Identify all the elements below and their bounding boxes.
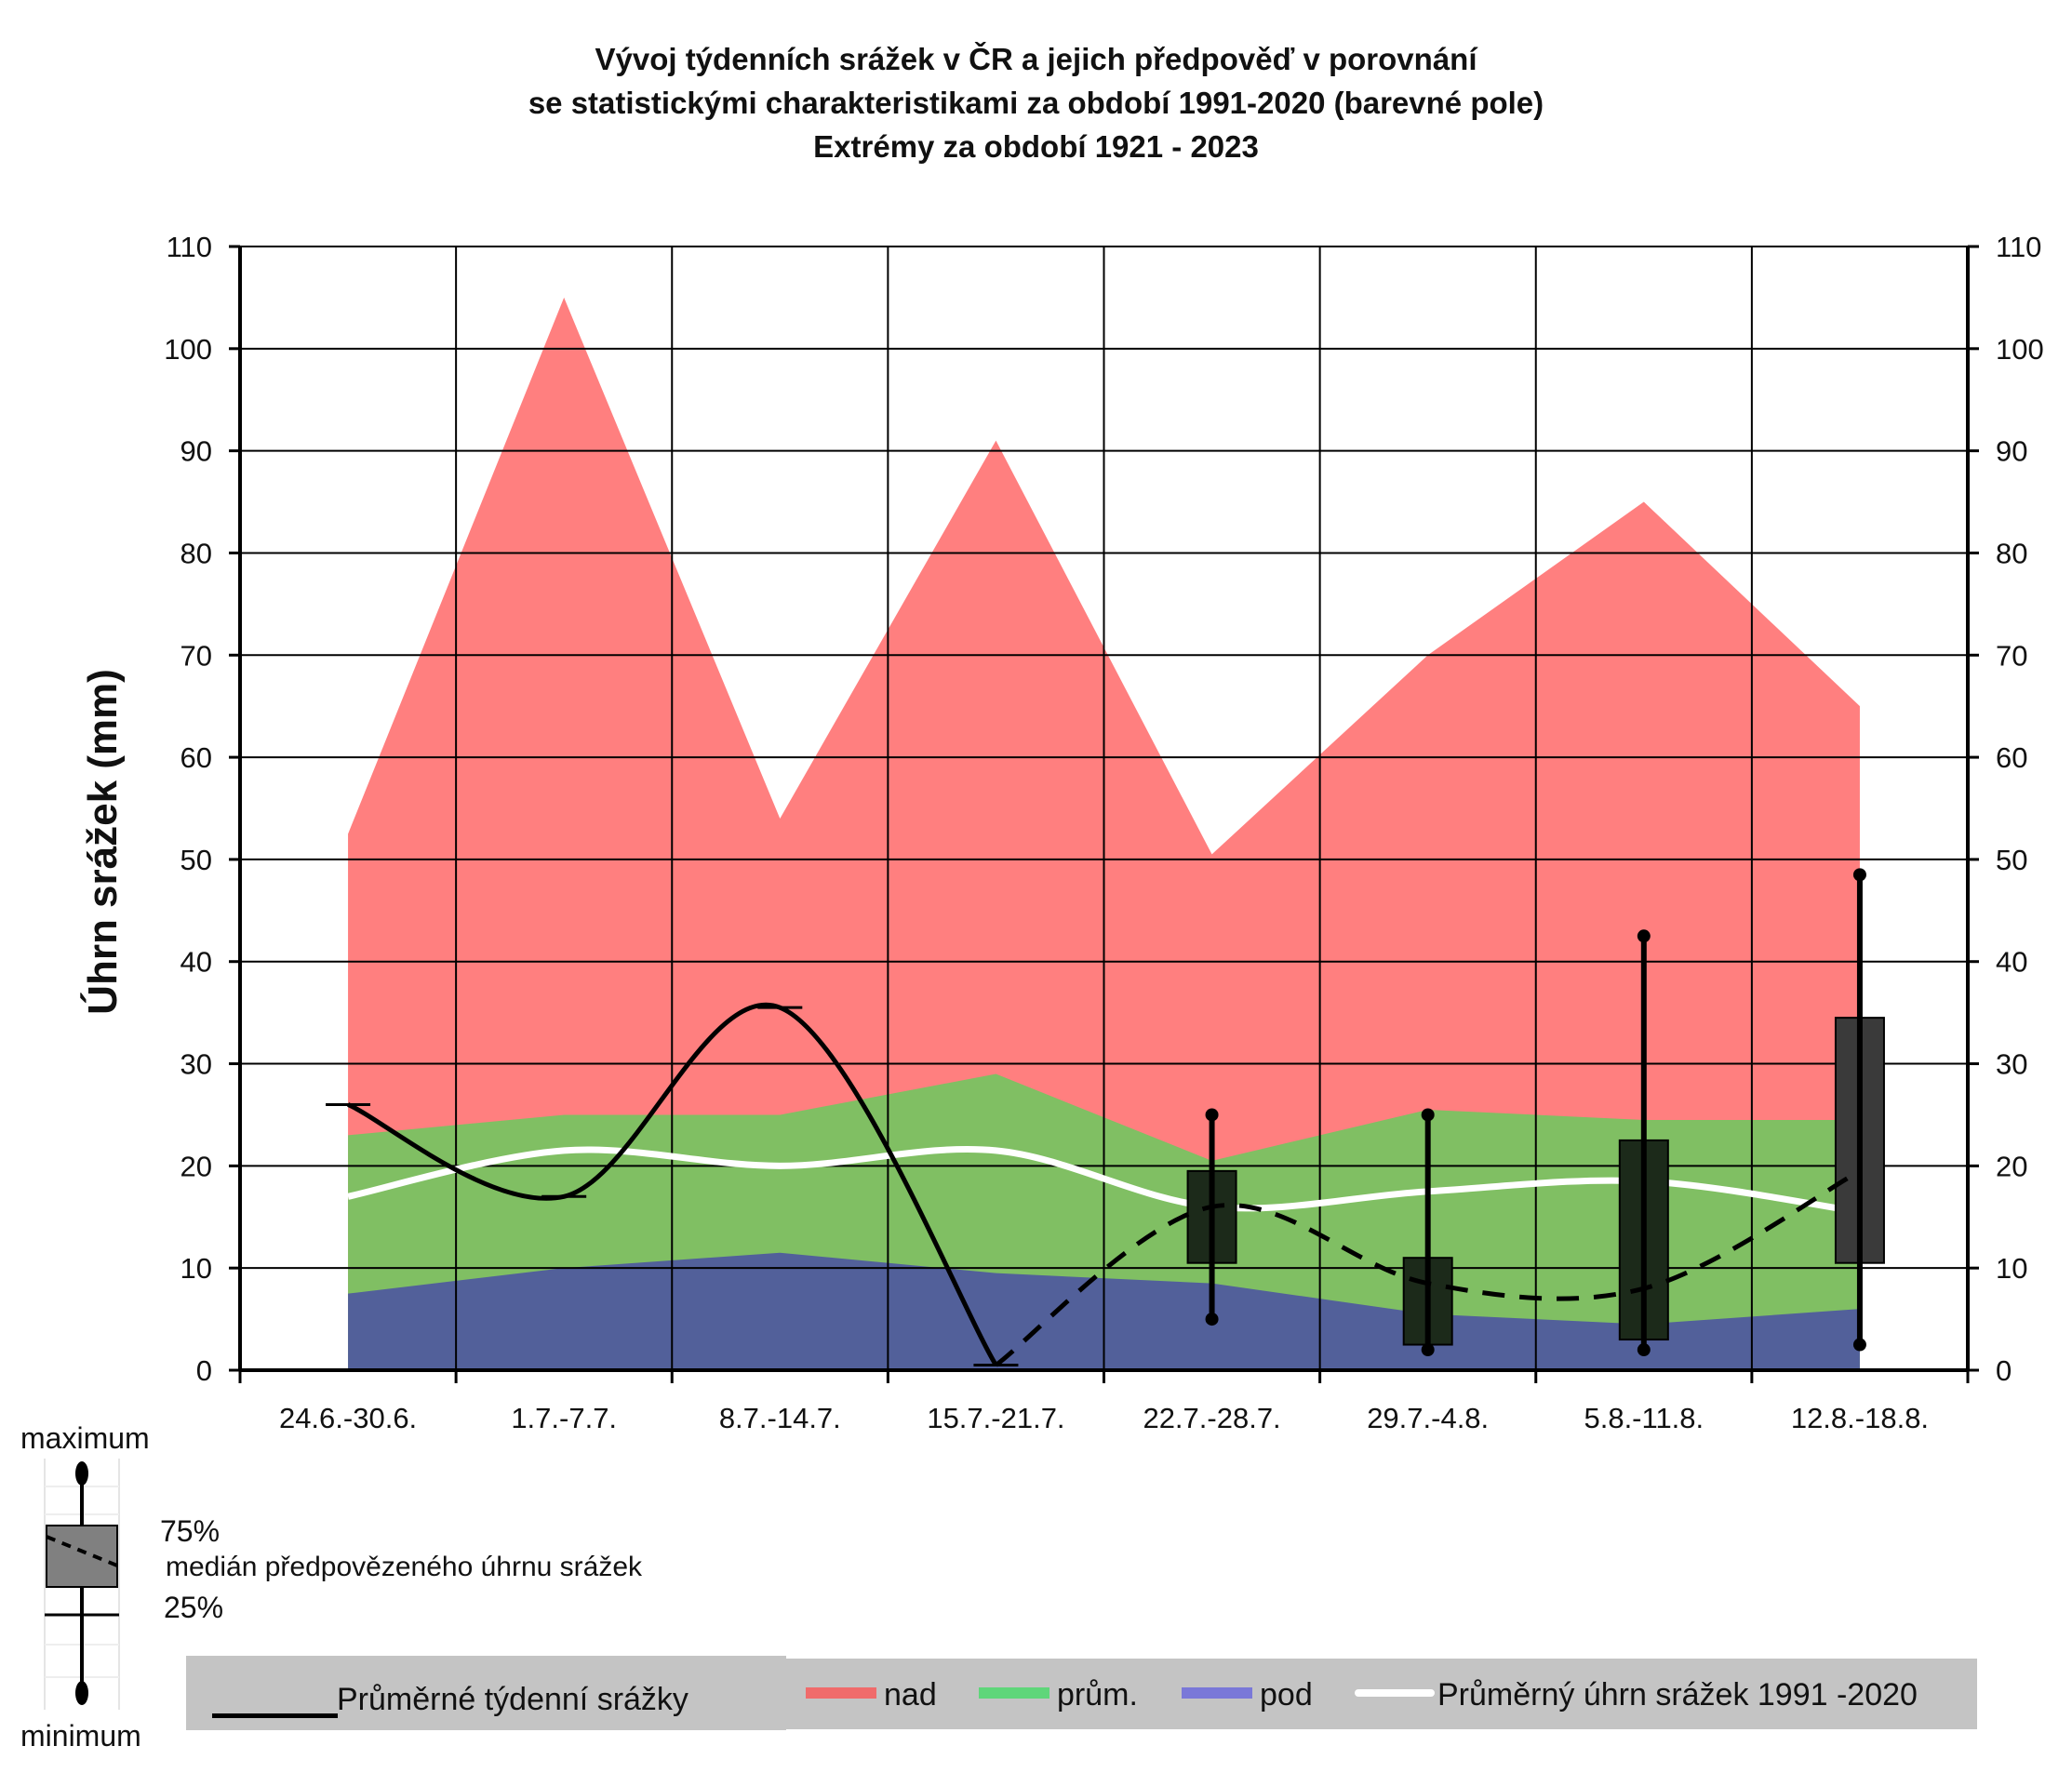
y-tick-label-right: 20	[1996, 1150, 2027, 1182]
x-tick-label: 8.7.-14.7.	[719, 1402, 841, 1434]
legend-observed-line	[212, 1713, 338, 1718]
y-tick-label-right: 70	[1996, 639, 2027, 672]
key-maximum: maximum	[20, 1421, 150, 1455]
legend-nad-swatch	[806, 1687, 876, 1699]
y-tick-label: 60	[180, 741, 212, 774]
observed-line	[347, 1002, 998, 1366]
x-tick-label: 1.7.-7.7.	[511, 1402, 617, 1434]
forecast-max-marker	[1852, 868, 1866, 882]
title-line-3: Extrémy za období 1921 - 2023	[813, 129, 1259, 164]
y-tick-label: 10	[180, 1252, 212, 1285]
y-tick-label: 70	[180, 639, 212, 672]
legend-average-swatch	[1355, 1689, 1435, 1697]
key-median: medián předpovězeného úhrnu srážek	[166, 1552, 643, 1582]
y-tick-label-right: 110	[1996, 231, 2041, 263]
x-tick-label: 12.8.-18.8.	[1791, 1402, 1929, 1434]
y-axis-label: Úhrn srážek (mm)	[79, 669, 126, 1015]
forecast-max-marker	[1421, 1108, 1435, 1122]
forecast-boxes	[994, 868, 1885, 1367]
y-tick-label: 30	[180, 1048, 212, 1081]
key-q75: 75%	[160, 1514, 221, 1548]
legend-prum-swatch	[979, 1687, 1049, 1699]
title-line-1: Vývoj týdenních srážek v ČR a jejich pře…	[595, 42, 1477, 76]
y-tick-label-right: 10	[1996, 1252, 2027, 1285]
legend-average-label: Průměrný úhrn srážek 1991 -2020	[1437, 1677, 1918, 1713]
y-tick-label-right: 100	[1996, 333, 2044, 366]
legend-prum-label: prům.	[1057, 1677, 1138, 1713]
x-tick-label: 22.7.-28.7.	[1143, 1402, 1280, 1434]
y-tick-label: 110	[167, 231, 212, 263]
average-1991-2020-line	[347, 1145, 1861, 1216]
forecast-median-line	[994, 1168, 1862, 1367]
y-tick-label-right: 90	[1996, 435, 2027, 468]
legend-pod-swatch	[1182, 1687, 1252, 1699]
y-tick-label: 40	[180, 946, 212, 979]
key-box-icon	[44, 1459, 120, 1710]
chart-title: Vývoj týdenních srážek v ČR a jejich pře…	[0, 37, 2072, 168]
title-line-2: se statistickými charakteristikami za ob…	[528, 86, 1544, 120]
y-tick-label: 50	[180, 844, 212, 876]
precipitation-chart: 0 0 10 10 20 20 30 30 40 40 50 50 60 60 70 70 80 80 90 90 10…	[79, 231, 2044, 1434]
forecast-min-marker	[1852, 1338, 1866, 1352]
forecast-min-marker	[1205, 1313, 1219, 1326]
y-tick-label-right: 50	[1996, 844, 2027, 876]
y-tick-label-right: 0	[1996, 1354, 2012, 1387]
x-tick-label: 29.7.-4.8.	[1367, 1402, 1489, 1434]
key-q25: 25%	[164, 1591, 224, 1624]
y-tick-label: 90	[180, 435, 212, 468]
y-tick-label-right: 80	[1996, 537, 2027, 569]
forecast-max-marker	[1205, 1108, 1219, 1122]
series-lines	[326, 1002, 1861, 1367]
legend-pod-label: pod	[1260, 1677, 1313, 1713]
x-tick-label: 15.7.-21.7.	[927, 1402, 1064, 1434]
y-tick-label-right: 40	[1996, 946, 2027, 979]
axes: 0 0 10 10 20 20 30 30 40 40 50 50 60 60 70 70 80 80 90 90 10…	[164, 231, 2043, 1434]
forecast-min-marker	[1421, 1343, 1435, 1357]
legend-nad-label: nad	[884, 1677, 937, 1713]
y-tick-label: 0	[196, 1354, 212, 1387]
forecast-max-marker	[1637, 929, 1651, 943]
x-tick-label: 24.6.-30.6.	[279, 1402, 417, 1434]
y-tick-label: 100	[164, 333, 212, 366]
x-tick-label: 5.8.-11.8.	[1584, 1402, 1704, 1434]
y-tick-label: 20	[180, 1150, 212, 1182]
y-tick-label: 80	[180, 537, 212, 569]
forecast-min-marker	[1637, 1343, 1651, 1357]
legend-observed-label: Průměrné týdenní srážky	[337, 1682, 688, 1717]
y-tick-label-right: 60	[1996, 741, 2027, 774]
y-tick-label-right: 30	[1996, 1048, 2027, 1081]
key-minimum: minimum	[20, 1719, 141, 1753]
